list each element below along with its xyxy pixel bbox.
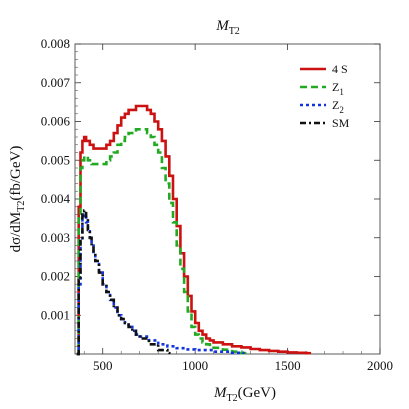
legend-label-main: SM — [332, 116, 350, 130]
chart-title-sub: T2 — [229, 26, 240, 37]
x-tick-label: 500 — [93, 358, 113, 373]
y-axis-label-rest: (fb/GeV) — [8, 146, 24, 201]
x-tick-label: 1500 — [275, 358, 301, 373]
y-tick-label: 0.003 — [41, 230, 70, 245]
y-tick-label: 0.004 — [41, 191, 71, 206]
legend-label-2: Z2 — [332, 98, 344, 115]
series-line-3 — [76, 209, 171, 356]
x-axis-label-rest: (GeV) — [238, 385, 276, 401]
y-axis: 0.001 0.002 0.003 0.004 0.005 0.006 0.007 0.008 — [41, 36, 380, 347]
legend-label-3: SM — [332, 116, 350, 130]
legend-label-1: Z1 — [332, 80, 344, 97]
series-line-1 — [76, 128, 247, 356]
x-tick-label: 2000 — [367, 358, 393, 373]
y-tick-label: 0.007 — [41, 75, 71, 90]
series-line-0 — [76, 104, 312, 356]
y-axis-label-sub: T2 — [16, 201, 27, 212]
x-axis-label: MT2(GeV) — [213, 385, 276, 404]
legend-label-main: Z — [332, 98, 339, 112]
y-tick-label: 0.006 — [41, 114, 71, 129]
legend-label-0: 4 S — [332, 62, 348, 76]
y-axis-label: dσ/dMT2(fb/GeV) — [8, 146, 27, 253]
x-axis: 500 1000 1500 2000 — [83, 44, 393, 373]
legend-label-main: 4 S — [332, 62, 348, 76]
x-tick-label: 1000 — [182, 358, 208, 373]
legend-label-sub: 2 — [339, 105, 344, 115]
y-axis-label-pre: dσ/dM — [8, 212, 24, 253]
y-tick-label: 0.008 — [41, 36, 70, 51]
chart-title: MT2 — [215, 18, 240, 37]
legend-label-sub: 1 — [339, 87, 344, 97]
chart-title-main: M — [215, 18, 230, 34]
legend-label-main: Z — [332, 80, 339, 94]
y-tick-label: 0.005 — [41, 152, 70, 167]
series-line-2 — [76, 213, 245, 356]
x-axis-label-sub: T2 — [227, 393, 238, 404]
y-tick-label: 0.001 — [41, 307, 70, 322]
y-tick-label: 0.002 — [41, 269, 70, 284]
series-layer — [76, 104, 312, 356]
x-axis-label-main: M — [213, 385, 228, 401]
